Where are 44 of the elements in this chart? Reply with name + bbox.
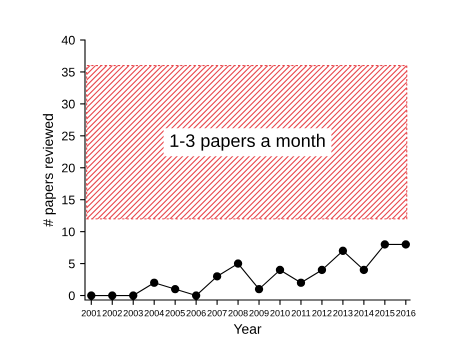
y-tick-label: 20: [62, 164, 75, 172]
x-tick-label: 2014: [354, 310, 374, 316]
y-tick-label: 25: [62, 132, 75, 140]
point: [87, 291, 96, 300]
x-tick-label: 2007: [208, 310, 227, 316]
point: [360, 266, 368, 274]
y-tick-label: 0: [68, 291, 75, 300]
point: [318, 266, 326, 274]
x-tick-label: 2016: [396, 310, 416, 316]
x-tick-label: 2013: [333, 310, 353, 316]
x-tick-label: 2002: [102, 310, 122, 316]
x-tick-label: 2015: [375, 310, 395, 316]
point: [212, 272, 222, 281]
y-tick-label: 10: [62, 227, 75, 236]
point: [402, 240, 410, 249]
point: [380, 240, 390, 249]
point: [150, 278, 158, 287]
band-label: 1-3 papers a month: [170, 134, 325, 151]
point: [276, 266, 284, 274]
point: [296, 278, 306, 287]
x-tick-label: 2001: [82, 310, 101, 316]
point: [254, 284, 264, 294]
y-tick-label: 5: [68, 260, 75, 268]
x-tick-label: 2005: [166, 310, 185, 316]
point: [234, 259, 242, 268]
x-axis-title: Year: [234, 324, 262, 334]
x-tick-label: 2009: [249, 310, 269, 316]
y-tick-label: 40: [62, 36, 75, 45]
x-tick-label: 2004: [144, 310, 164, 316]
x-tick-label: 2011: [292, 310, 310, 316]
x-tick-label: 2012: [312, 310, 332, 316]
y-tick-label: 15: [62, 196, 75, 204]
point: [170, 284, 180, 294]
y-axis-title: # papers reviewed: [42, 114, 56, 227]
x-tick-label: 2006: [186, 310, 206, 316]
point: [192, 291, 200, 300]
x-tick-label: 2010: [270, 310, 290, 316]
x-tick-label: 2003: [124, 310, 143, 316]
x-tick-label: 2008: [228, 310, 248, 316]
y-tick-label: 30: [62, 100, 75, 109]
point: [129, 291, 138, 300]
point: [108, 291, 116, 300]
point: [338, 246, 348, 255]
y-tick-label: 35: [62, 68, 75, 77]
